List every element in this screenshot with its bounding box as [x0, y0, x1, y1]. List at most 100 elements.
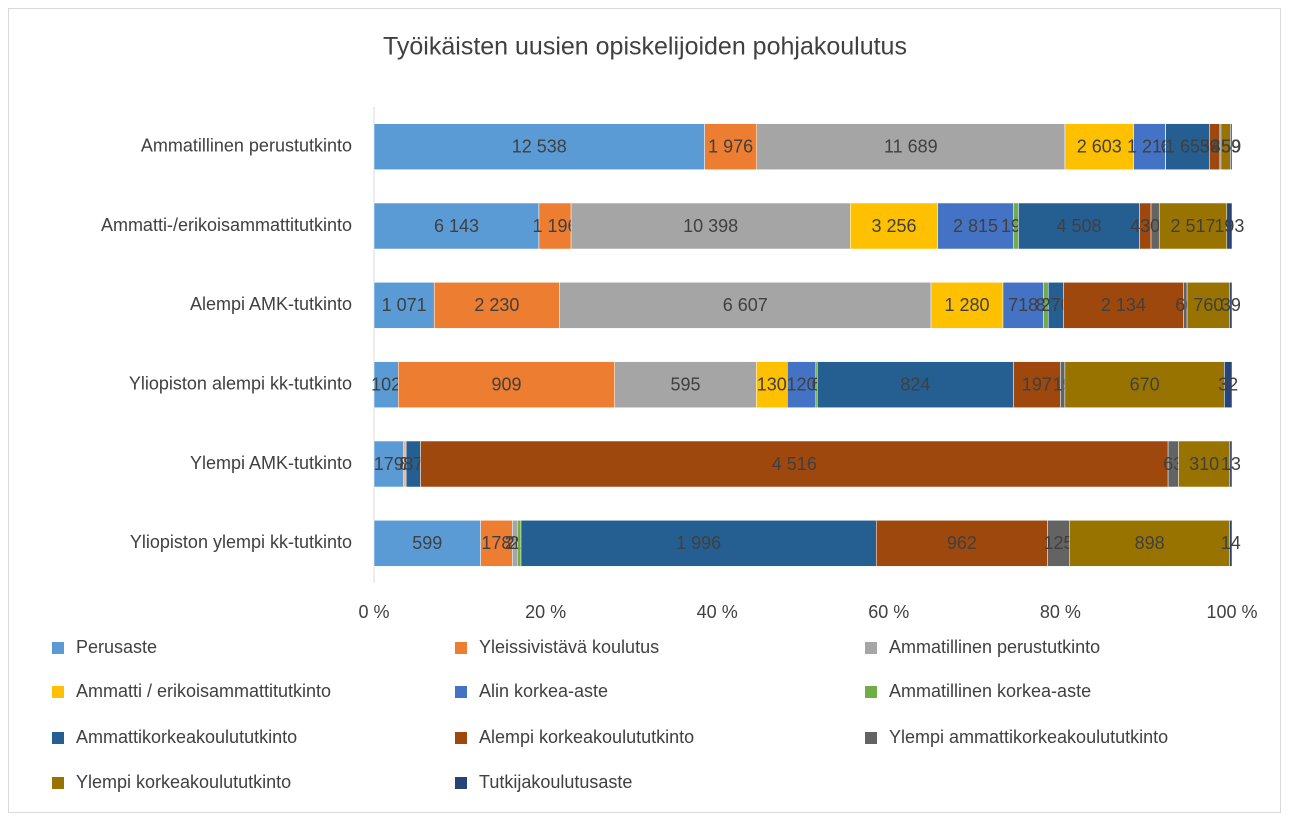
- legend-label: Ammatti / erikoisammattitutkinto: [76, 681, 331, 701]
- y-tick-label: Ylempi AMK-tutkinto: [190, 453, 352, 473]
- bar-segment: [1186, 282, 1231, 329]
- bar-segment: [850, 202, 938, 250]
- x-tick-label: 40 %: [697, 602, 738, 622]
- y-tick-label: Ammatti-/erikoisammattitutkinto: [101, 215, 352, 235]
- data-label: 2 134: [1101, 295, 1146, 315]
- data-label: 130: [757, 374, 787, 394]
- legend-label: Perusaste: [76, 637, 157, 657]
- data-label: 898: [1135, 533, 1165, 553]
- data-label: 6 143: [434, 216, 479, 236]
- data-label: 1 280: [944, 295, 989, 315]
- bar-segment: [373, 440, 404, 488]
- bar-segment: [420, 440, 1169, 488]
- bar-segment: [433, 282, 560, 329]
- y-tick-label: Ammatillinen perustutkinto: [141, 135, 352, 155]
- bar-segment: [704, 123, 757, 170]
- bar-segment: [1133, 123, 1166, 170]
- bar-segment: [1229, 282, 1233, 329]
- bar-segment: [373, 123, 705, 170]
- legend-swatch: [455, 732, 467, 744]
- legend-swatch: [52, 686, 64, 698]
- bar-segment: [1224, 361, 1233, 408]
- data-label: 11 689: [884, 136, 938, 156]
- data-label: 3 256: [871, 216, 916, 236]
- y-tick-label: Yliopiston ylempi kk-tutkinto: [130, 532, 352, 552]
- y-tick-label: Yliopiston alempi kk-tutkinto: [129, 373, 352, 393]
- data-label: 359: [1211, 136, 1241, 156]
- legend-swatch: [865, 642, 877, 654]
- data-label: 2 603: [1077, 136, 1122, 156]
- data-label: 2 815: [953, 216, 998, 236]
- bar-segment: [875, 520, 1048, 567]
- bar-segment: [398, 361, 615, 408]
- bar-segment: [1229, 520, 1233, 567]
- data-label: 824: [900, 374, 930, 394]
- legend-swatch: [52, 642, 64, 654]
- bar-segment: [373, 202, 540, 250]
- legend-swatch: [52, 777, 64, 789]
- chart-title: Työikäisten uusien opiskelijoiden pohjak…: [383, 33, 907, 61]
- data-label: 14: [1221, 533, 1241, 553]
- data-label: 32: [1218, 374, 1238, 394]
- data-label: 2 517: [1170, 216, 1215, 236]
- x-tick-label: 60 %: [868, 602, 909, 622]
- data-label: 599: [412, 533, 442, 553]
- legend-swatch: [455, 777, 467, 789]
- bar-segment: [373, 282, 435, 329]
- data-label: 8: [399, 454, 409, 474]
- data-label: 59: [1221, 136, 1241, 156]
- data-label: 125: [1044, 533, 1074, 553]
- bar-segment: [787, 361, 817, 408]
- data-label: 962: [947, 533, 977, 553]
- bar-segment: [1069, 520, 1230, 567]
- data-label: 310: [1189, 454, 1219, 474]
- data-label: 1 071: [382, 295, 427, 315]
- legend-swatch: [865, 686, 877, 698]
- x-tick-label: 80 %: [1040, 602, 1081, 622]
- legend-label: Ylempi ammattikorkeakoulututkinto: [889, 727, 1168, 747]
- data-label: 7: [401, 454, 411, 474]
- data-label: 120: [787, 374, 817, 394]
- data-label: 6: [812, 374, 822, 394]
- bar-segment: [1165, 123, 1210, 170]
- legend-label: Ylempi korkeakoulututkinto: [76, 772, 291, 792]
- y-tick-label: Alempi AMK-tutkinto: [190, 294, 352, 314]
- data-label: 13: [1221, 454, 1241, 474]
- data-label: 102: [371, 374, 401, 394]
- data-label: 1 976: [708, 136, 753, 156]
- data-label: 39: [1221, 295, 1241, 315]
- data-label: 87: [403, 454, 423, 474]
- data-label: 1 212: [1127, 136, 1172, 156]
- legend-swatch: [865, 732, 877, 744]
- bar-segment: [1158, 202, 1228, 250]
- data-label: 760: [1193, 295, 1223, 315]
- data-label: 197: [1022, 374, 1052, 394]
- data-label: 10 398: [683, 216, 738, 236]
- data-label: 193: [1214, 216, 1244, 236]
- data-label: 670: [1130, 374, 1160, 394]
- legend-label: Yleissivistävä koulutus: [479, 637, 659, 657]
- legend-label: Ammattikorkeakoulututkinto: [76, 727, 297, 747]
- data-label: 178: [481, 533, 511, 553]
- x-tick-label: 20 %: [525, 602, 566, 622]
- legend-label: Ammatillinen perustutkinto: [889, 637, 1100, 657]
- data-label: 4 516: [772, 454, 817, 474]
- data-label: 1 996: [676, 533, 721, 553]
- legend-label: Alempi korkeakoulututkinto: [479, 727, 694, 747]
- legend-label: Alin korkea-aste: [479, 681, 608, 701]
- bar-segment: [930, 282, 1004, 329]
- bar-segment: [937, 202, 1014, 250]
- data-label: 4 508: [1056, 216, 1101, 236]
- legend-label: Tutkijakoulutusaste: [479, 772, 632, 792]
- legend-swatch: [455, 686, 467, 698]
- bar-segment: [1064, 361, 1225, 408]
- bar-segment: [373, 361, 399, 408]
- bar-segment: [614, 361, 757, 408]
- legend-label: Ammatillinen korkea-aste: [889, 681, 1091, 701]
- legend-swatch: [52, 732, 64, 744]
- data-label: 1 655: [1165, 136, 1210, 156]
- data-label: 2 230: [474, 295, 519, 315]
- bar-segment: [1002, 282, 1044, 329]
